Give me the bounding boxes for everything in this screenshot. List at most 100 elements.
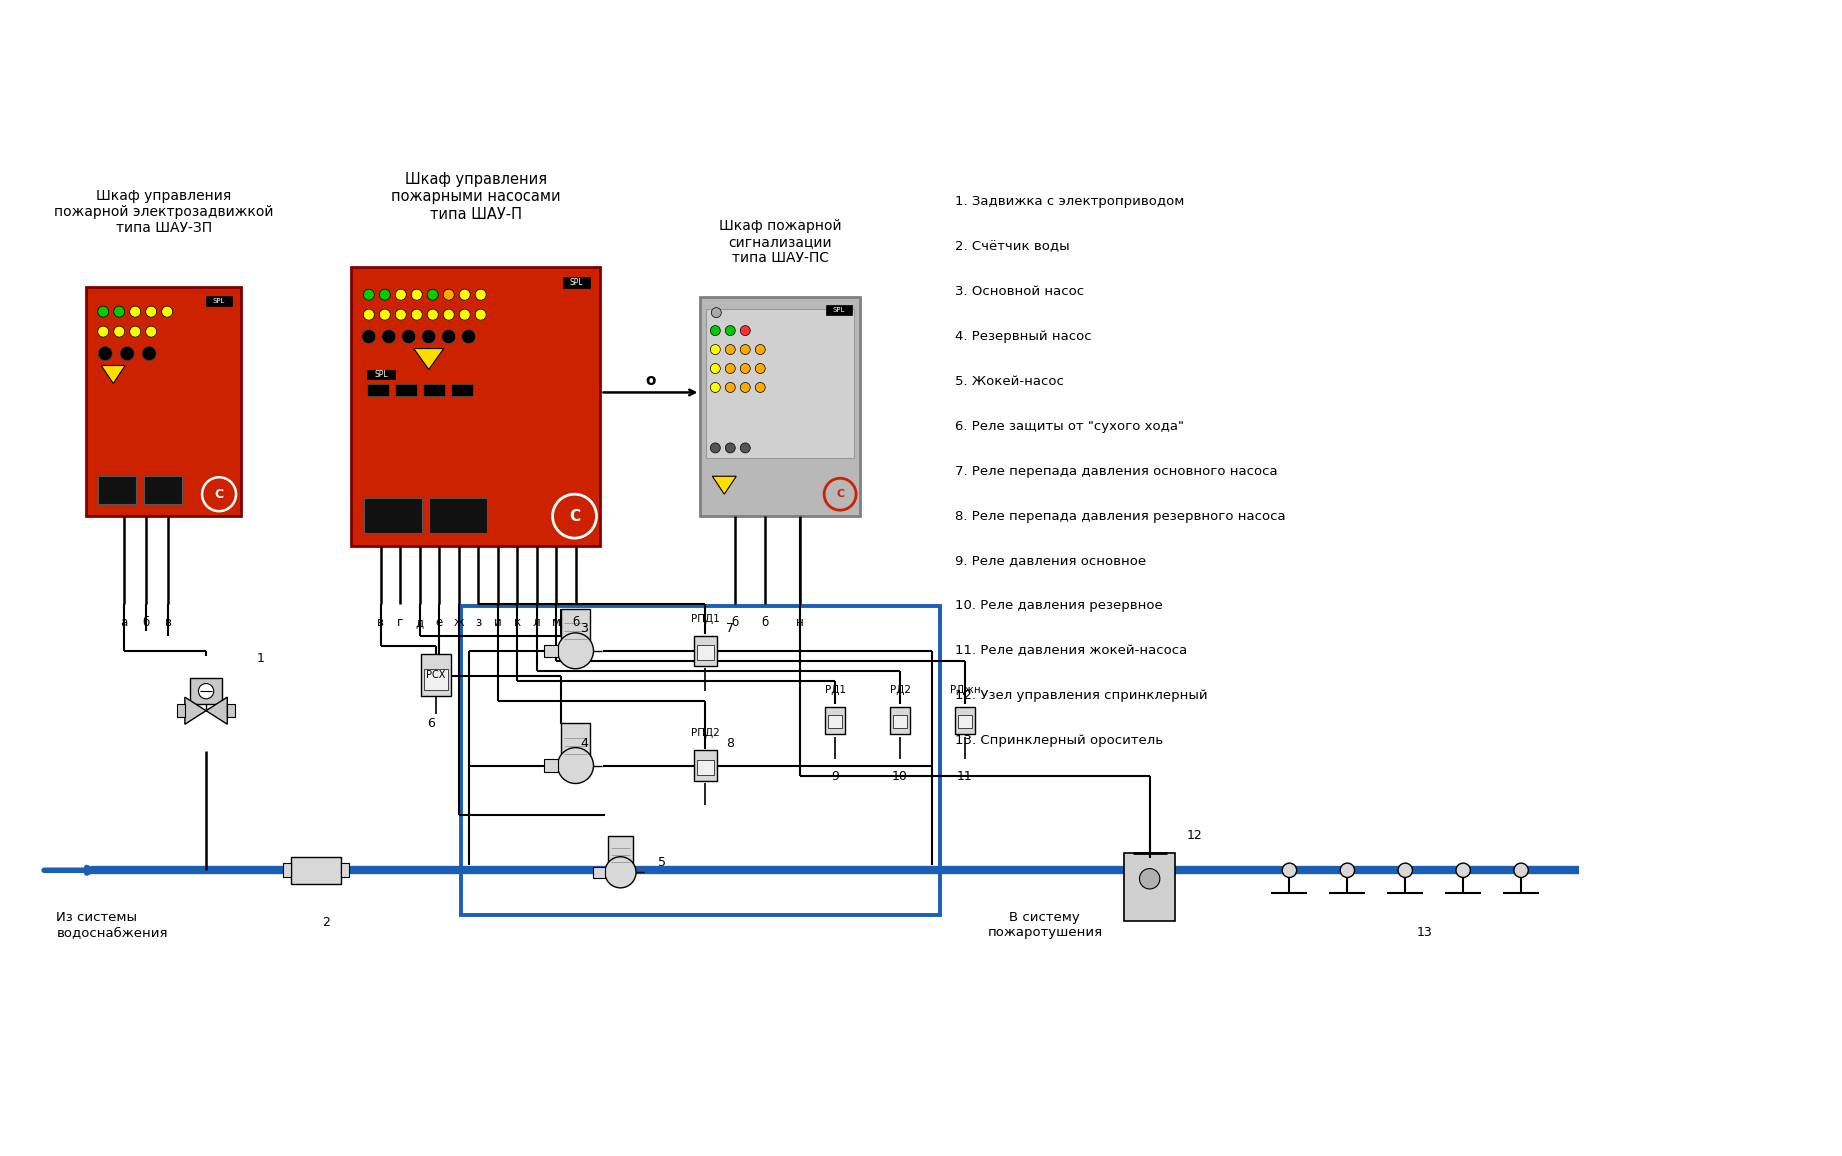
FancyBboxPatch shape: [562, 608, 589, 646]
FancyBboxPatch shape: [543, 645, 558, 657]
Circle shape: [459, 289, 470, 301]
Text: 12. Узел управления спринклерный: 12. Узел управления спринклерный: [954, 689, 1208, 702]
Text: C: C: [214, 488, 223, 501]
Circle shape: [740, 443, 750, 453]
Circle shape: [411, 289, 422, 301]
Text: SPL: SPL: [569, 277, 584, 287]
Text: 7. Реле перепада давления основного насоса: 7. Реле перепада давления основного насо…: [954, 465, 1278, 477]
Text: б: б: [731, 616, 739, 629]
Circle shape: [402, 329, 416, 343]
Circle shape: [146, 306, 157, 317]
Text: 1: 1: [258, 652, 265, 666]
FancyBboxPatch shape: [451, 385, 473, 397]
FancyBboxPatch shape: [429, 498, 486, 533]
Circle shape: [726, 326, 735, 335]
Text: б: б: [571, 616, 578, 629]
FancyBboxPatch shape: [87, 287, 241, 516]
Circle shape: [604, 857, 635, 888]
Circle shape: [162, 306, 173, 317]
Text: в: в: [164, 616, 171, 629]
FancyBboxPatch shape: [696, 645, 713, 660]
Circle shape: [199, 683, 214, 699]
Text: 11: 11: [958, 770, 973, 783]
Text: 13. Спринклерный ороситель: 13. Спринклерный ороситель: [954, 734, 1162, 747]
Circle shape: [427, 309, 438, 320]
Circle shape: [442, 329, 455, 343]
FancyBboxPatch shape: [365, 498, 422, 533]
FancyBboxPatch shape: [829, 714, 842, 728]
Text: о: о: [645, 373, 656, 388]
FancyBboxPatch shape: [341, 864, 348, 877]
Circle shape: [1514, 864, 1529, 877]
FancyBboxPatch shape: [291, 857, 341, 884]
Circle shape: [558, 748, 593, 784]
Circle shape: [1398, 864, 1413, 877]
Text: н: н: [796, 616, 805, 629]
Text: Из системы
водоснабжения: Из системы водоснабжения: [57, 911, 168, 939]
FancyBboxPatch shape: [227, 704, 236, 718]
Text: 4. Резервный насос: 4. Резервный насос: [954, 331, 1092, 343]
Text: 2: 2: [322, 916, 330, 928]
Circle shape: [711, 383, 720, 392]
Text: 9. Реле давления основное: 9. Реле давления основное: [954, 555, 1146, 568]
Text: а: а: [120, 616, 127, 629]
FancyBboxPatch shape: [893, 714, 906, 728]
FancyBboxPatch shape: [825, 707, 845, 734]
Polygon shape: [713, 476, 737, 495]
Circle shape: [98, 347, 112, 361]
Text: 12: 12: [1186, 829, 1203, 842]
Text: 6. Реле защиты от "сухого хода": 6. Реле защиты от "сухого хода": [954, 420, 1184, 432]
Text: 5: 5: [658, 855, 667, 869]
Text: 13: 13: [1416, 926, 1431, 939]
Text: 9: 9: [831, 770, 840, 783]
Circle shape: [553, 495, 597, 538]
FancyBboxPatch shape: [98, 476, 136, 504]
Text: В систему
пожаротушения: В систему пожаротушения: [987, 911, 1102, 939]
Circle shape: [711, 307, 722, 318]
Text: г: г: [398, 616, 403, 629]
Text: РПД2: РПД2: [691, 728, 720, 739]
Text: 8. Реле перепада давления резервного насоса: 8. Реле перепада давления резервного нас…: [954, 510, 1286, 523]
Circle shape: [146, 326, 157, 338]
Text: РПД1: РПД1: [691, 614, 720, 624]
Circle shape: [379, 309, 391, 320]
Circle shape: [740, 383, 750, 392]
Text: РСХ: РСХ: [426, 669, 446, 680]
Circle shape: [711, 344, 720, 355]
Circle shape: [363, 309, 374, 320]
FancyBboxPatch shape: [890, 707, 910, 734]
Circle shape: [711, 363, 720, 373]
Text: 3: 3: [580, 622, 588, 636]
FancyBboxPatch shape: [350, 267, 600, 546]
FancyBboxPatch shape: [190, 679, 223, 704]
Circle shape: [711, 443, 720, 453]
Text: м: м: [551, 616, 560, 629]
Text: Шкаф пожарной
сигнализации
типа ШАУ-ПС: Шкаф пожарной сигнализации типа ШАУ-ПС: [718, 218, 842, 265]
Circle shape: [475, 289, 486, 301]
FancyBboxPatch shape: [144, 476, 182, 504]
Circle shape: [114, 306, 125, 317]
Text: 1. Задвижка с электроприводом: 1. Задвижка с электроприводом: [954, 195, 1184, 208]
Text: РД1: РД1: [825, 686, 845, 695]
Circle shape: [740, 344, 750, 355]
Text: Шкаф управления
пожарной электрозадвижкой
типа ШАУ-ЗП: Шкаф управления пожарной электрозадвижко…: [53, 188, 273, 235]
Circle shape: [142, 347, 157, 361]
FancyBboxPatch shape: [543, 759, 558, 772]
Circle shape: [396, 289, 407, 301]
Circle shape: [444, 309, 455, 320]
Text: 4: 4: [580, 738, 588, 750]
Text: б: б: [761, 616, 768, 629]
Text: Шкаф управления
пожарными насосами
типа ШАУ-П: Шкаф управления пожарными насосами типа …: [391, 172, 560, 222]
Circle shape: [98, 326, 109, 338]
Circle shape: [129, 326, 140, 338]
FancyBboxPatch shape: [827, 305, 853, 314]
Text: к: к: [514, 616, 521, 629]
Text: РДжн: РДжн: [950, 686, 980, 695]
Circle shape: [427, 289, 438, 301]
FancyBboxPatch shape: [394, 385, 416, 397]
Circle shape: [203, 477, 236, 511]
Circle shape: [740, 363, 750, 373]
Circle shape: [381, 329, 396, 343]
Circle shape: [711, 326, 720, 335]
Text: SPL: SPL: [374, 370, 387, 379]
